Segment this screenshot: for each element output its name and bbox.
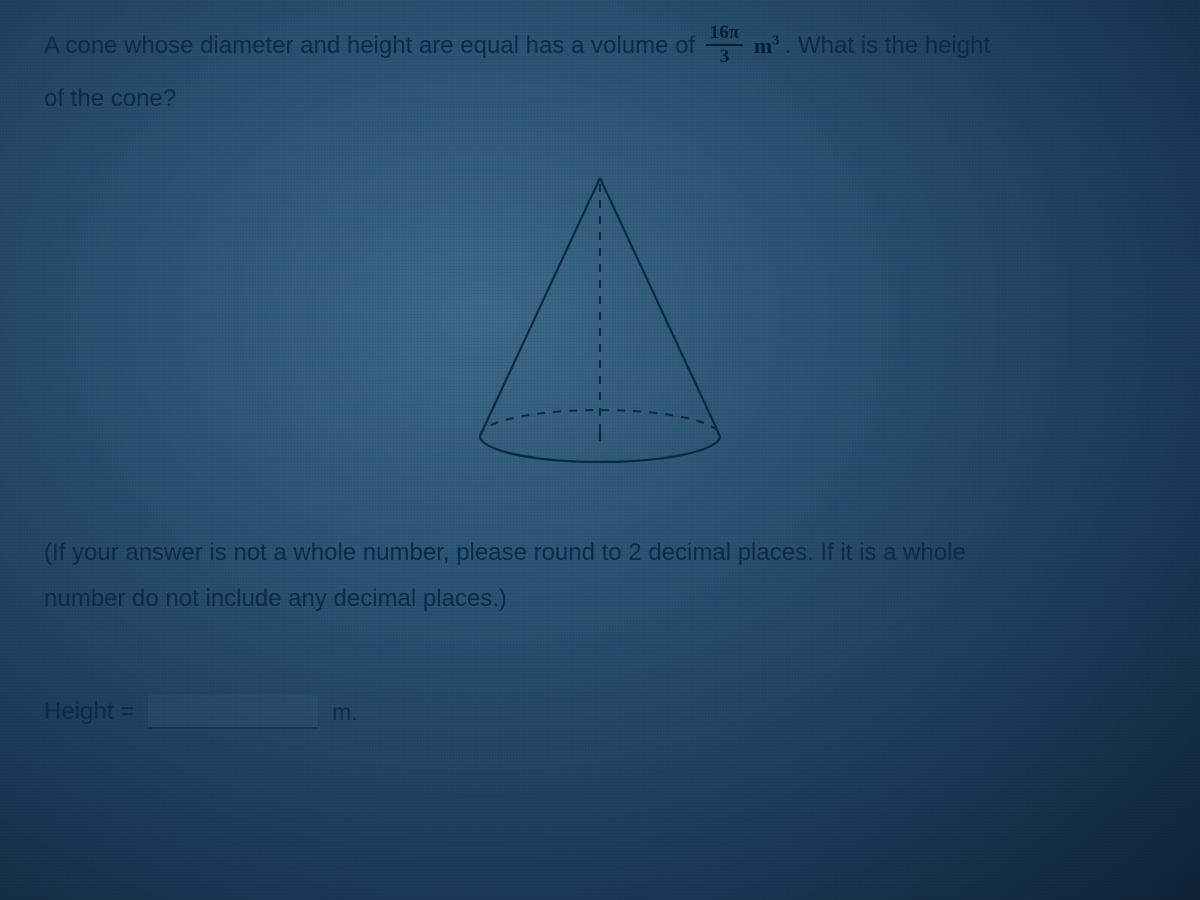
unit-exponent: 3 bbox=[772, 34, 779, 49]
answer-label: Height = bbox=[44, 698, 134, 726]
fraction-denominator: 3 bbox=[720, 46, 730, 67]
answer-unit: m. bbox=[332, 699, 358, 726]
note-line1: (If your answer is not a whole number, p… bbox=[44, 539, 966, 566]
question-part1: A cone whose diameter and height are equ… bbox=[44, 32, 702, 59]
question-panel: A cone whose diameter and height are equ… bbox=[22, 6, 1178, 886]
rounding-note: (If your answer is not a whole number, p… bbox=[44, 530, 1156, 624]
cone-figure bbox=[44, 160, 1156, 480]
note-line2: number do not include any decimal places… bbox=[44, 585, 507, 612]
cone-diagram bbox=[450, 160, 750, 480]
unit-base: m bbox=[754, 33, 772, 58]
question-text: A cone whose diameter and height are equ… bbox=[44, 20, 1156, 126]
answer-input[interactable] bbox=[148, 695, 318, 729]
question-part2: . What is the height bbox=[785, 32, 990, 59]
fraction-numerator: 16π bbox=[706, 23, 743, 46]
volume-fraction: 16π 3 bbox=[706, 23, 743, 67]
answer-row: Height = m. bbox=[44, 695, 1156, 729]
question-line2: of the cone? bbox=[44, 85, 176, 112]
volume-unit: m3 bbox=[754, 33, 785, 58]
